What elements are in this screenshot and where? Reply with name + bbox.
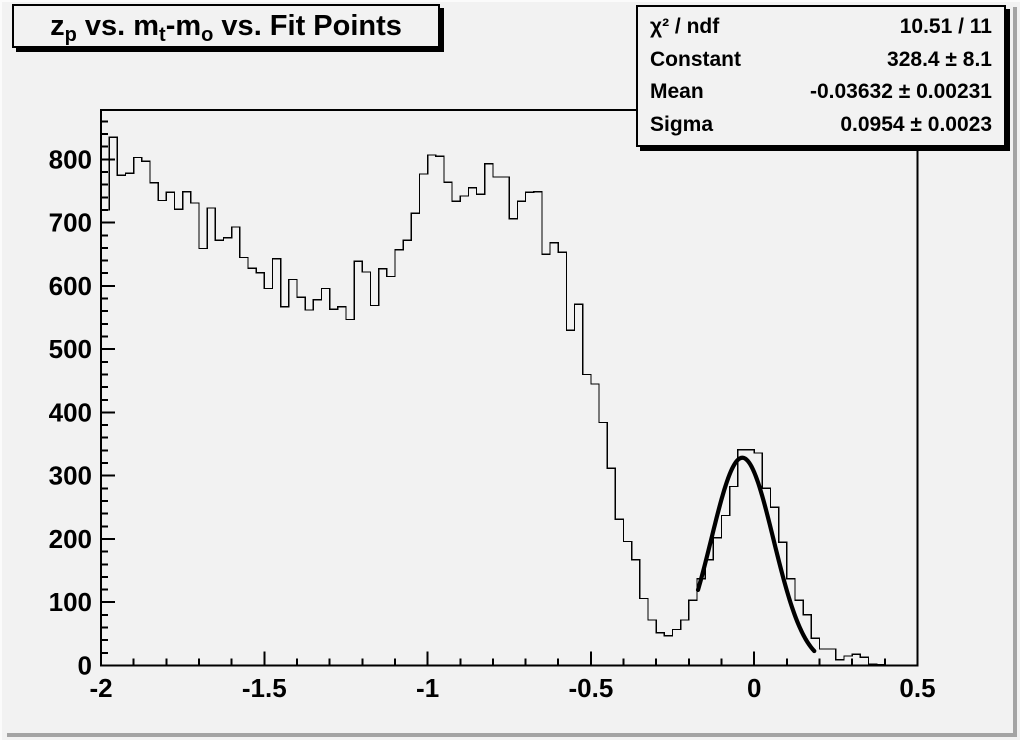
- title-subscript: p: [64, 23, 77, 46]
- y-tick-label: 600: [49, 271, 92, 301]
- stats-box[interactable]: χ² / ndf 10.51 / 11 Constant 328.4 ± 8.1 Mea…: [636, 5, 1006, 147]
- x-tick-label: -0.5: [568, 673, 613, 703]
- title-segment: z: [50, 9, 65, 42]
- canvas-bevel-bottom: [7, 733, 1014, 737]
- x-tick-label: 0.5: [899, 673, 935, 703]
- y-tick-label: 700: [49, 208, 92, 238]
- y-tick-label: 400: [49, 397, 92, 427]
- y-tick-label: 0: [78, 651, 92, 681]
- y-tick-label: 200: [49, 524, 92, 554]
- page-title: zp vs. mt-mo vs. Fit Points: [50, 9, 402, 46]
- title-segment: vs. m: [76, 9, 160, 42]
- stats-label: χ² / ndf: [650, 15, 720, 39]
- x-tick-label: 0: [747, 673, 761, 703]
- canvas-bevel-left: [0, 0, 2, 740]
- stats-label: Sigma: [650, 112, 714, 136]
- stats-row: Mean -0.03632 ± 0.00231: [638, 77, 1004, 107]
- y-tick-label: 800: [49, 144, 92, 174]
- title-subscript: t: [159, 23, 166, 46]
- title-segment: vs. Fit Points: [213, 9, 402, 42]
- y-tick-label: 100: [49, 587, 92, 617]
- canvas-bevel-right: [1013, 7, 1017, 737]
- stats-value: 10.51 / 11: [899, 15, 992, 39]
- x-tick-label: -1: [416, 673, 439, 703]
- x-tick-label: -2: [89, 673, 112, 703]
- histogram-line[interactable]: [100, 136, 918, 667]
- stats-value: 0.0954 ± 0.0023: [840, 112, 992, 136]
- stats-row: Constant 328.4 ± 8.1: [638, 45, 1004, 75]
- stats-row: χ² / ndf 10.51 / 11: [638, 12, 1004, 42]
- x-tick-label: -1.5: [242, 673, 287, 703]
- title-segment: -m: [165, 9, 202, 42]
- title-box[interactable]: zp vs. mt-mo vs. Fit Points: [12, 4, 440, 48]
- y-tick-label: 500: [49, 334, 92, 364]
- fit-curve[interactable]: [695, 455, 817, 654]
- y-tick-label: 300: [49, 461, 92, 491]
- stats-label: Constant: [650, 47, 741, 71]
- canvas-bevel-top: [0, 0, 1020, 2]
- stats-value: -0.03632 ± 0.00231: [809, 80, 992, 104]
- stats-label: Mean: [650, 80, 704, 104]
- stats-value: 328.4 ± 8.1: [887, 47, 992, 71]
- title-subscript: o: [201, 23, 214, 46]
- stats-row: Sigma 0.0954 ± 0.0023: [638, 110, 1004, 140]
